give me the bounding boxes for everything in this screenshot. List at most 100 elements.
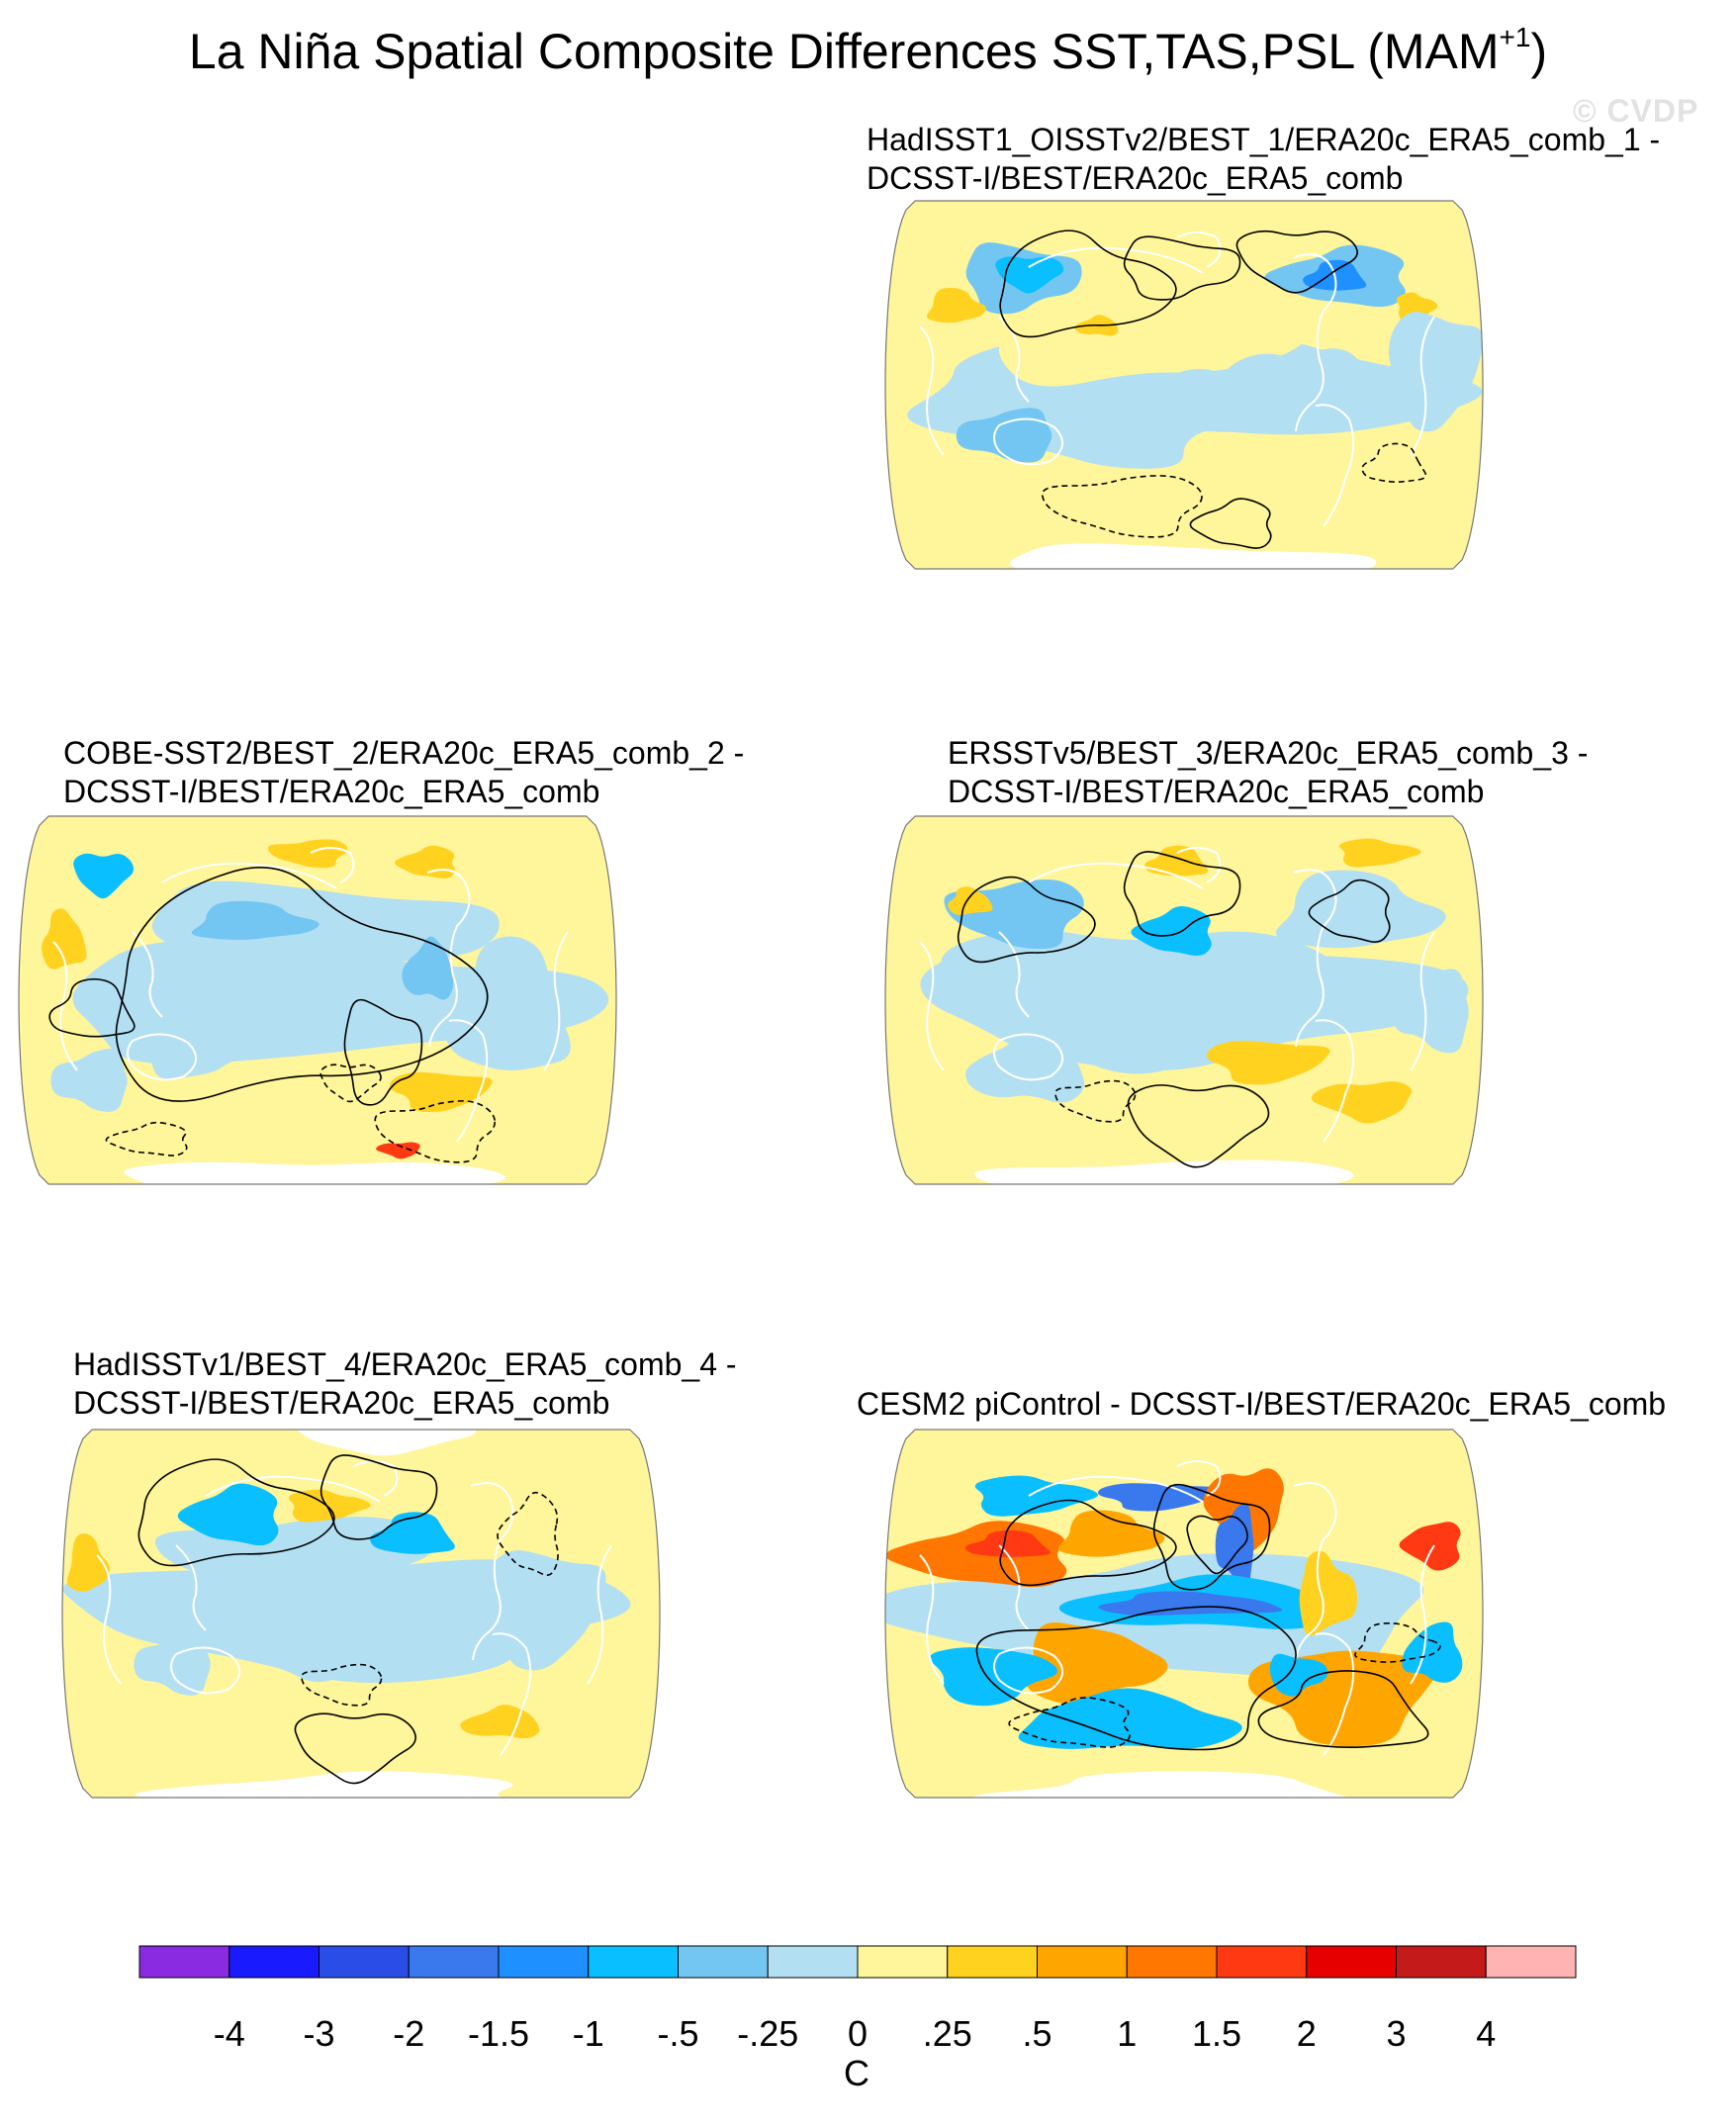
anomaly-region [965,1030,1085,1103]
anomaly-region [1221,348,1362,432]
coastline [52,941,78,1071]
psl-contour [975,1606,1297,1751]
psl-contour [320,1454,438,1540]
antarctica-land [1009,543,1377,569]
colorbar-swatch [1396,1945,1487,1979]
colorbar-tick-label: .5 [1022,2013,1052,2054]
anomaly-region [389,1071,493,1113]
coastline [1028,246,1204,274]
coastline [919,325,945,456]
colorbar-swatches [138,1945,1577,1979]
colorbar-tick-label: -3 [303,2013,335,2054]
psl-contour [1123,851,1241,937]
psl-contour [1257,1670,1429,1749]
map-panel-3 [880,813,1488,1187]
psl-contour [320,1064,382,1103]
colorbar-swatch [678,1945,769,1979]
coastline [1410,316,1435,456]
colorbar-swatch [408,1945,500,1979]
coastline [470,1482,514,1661]
coastline [993,1646,1063,1695]
anomaly-region [1402,1621,1463,1683]
psl-contour [115,867,489,1102]
map-panel-2 [14,813,621,1187]
panel-title-1: HadISST1_OISSTv2/BEST_1/ERA20c_ERA5_comb… [867,122,1661,196]
psl-contour [48,977,136,1038]
map-panel-5 [880,1427,1488,1801]
coastline [1315,404,1355,527]
coastline [587,1544,612,1685]
colorbar-swatch [767,1945,859,1979]
anomaly-region [1338,838,1421,868]
psl-contour [1308,879,1391,943]
colorbar-tick-label: 2 [1296,2013,1317,2054]
coastline [1315,1632,1355,1756]
panel-title-5: CESM2 piControl - DCSST-I/BEST/ERA20c_ER… [857,1386,1667,1422]
map-svg [61,1429,661,1799]
coastline [993,417,1063,466]
map-svg [18,815,617,1185]
colorbar-tick-label: -.5 [657,2013,699,2054]
psl-contour [1186,1515,1248,1575]
colorbar-swatch [1216,1945,1308,1979]
anomaly-region [66,1533,110,1593]
colorbar-tick-label: -1.5 [467,2013,530,2054]
colorbar-tick-label: -4 [213,2013,245,2054]
anomaly-region [1396,292,1438,322]
anomaly-region [402,936,454,1000]
colorbar-tick-label: 4 [1476,2013,1497,2054]
coastline [1028,1475,1204,1503]
psl-contour [1361,442,1427,483]
colorbar-tick-label: -2 [393,2013,425,2054]
coastline [1293,253,1337,432]
anomaly-region [1275,870,1446,949]
anomaly-region [1269,1653,1328,1697]
anomaly-region [191,900,320,941]
coastline [161,862,337,889]
anomaly-region [956,408,1052,463]
colorbar-tick-label: -.25 [737,2013,799,2054]
anomaly-region [1026,1622,1168,1706]
anomaly-region [948,886,993,915]
psl-contour [1008,1697,1131,1748]
map-panel-1 [880,198,1488,572]
psl-contour [137,1458,335,1567]
map-outline [884,815,1484,1185]
coastline [543,931,569,1071]
anomaly-region [1389,312,1483,432]
psl-contour [497,1491,559,1576]
anomaly-region [1018,1688,1242,1749]
psl-contour [374,1100,497,1163]
coastline [1410,1544,1435,1685]
anomaly-region [1399,1522,1461,1571]
coastline [1293,1482,1337,1661]
anomaly-region [1299,1550,1357,1636]
anomaly-region [482,1550,606,1671]
anomaly-region [998,258,1312,387]
anomaly-region [1097,1483,1222,1512]
anomaly-region [176,1562,300,1604]
panel-title-4: HadISSTv1/BEST_4/ERA20c_ERA5_comb_4 - DCS… [73,1346,737,1421]
map-svg [884,815,1484,1185]
coastline [448,1019,489,1143]
anomaly-region [42,908,87,970]
map-panel-4 [57,1427,665,1801]
anomaly-region [965,1529,1051,1557]
colorbar-swatch [1126,1945,1218,1979]
colorbar-tick-label: -1 [572,2013,604,2054]
coastline [96,1554,122,1685]
psl-contour [999,230,1177,338]
coastline [426,869,471,1048]
colorbar-swatch [228,1945,320,1979]
psl-contour [343,998,423,1106]
psl-contour [1123,235,1241,301]
psl-contour [1054,1079,1137,1123]
colorbar-tick-label: 1.5 [1191,2013,1242,2054]
anomaly-region [443,936,571,1070]
coastline [998,1544,1030,1631]
watermark: © CVDP [1573,93,1699,129]
anomaly-region [73,853,135,899]
anomaly-region [376,1142,420,1159]
colorbar [138,1945,1577,1984]
coastline [1176,847,1222,883]
